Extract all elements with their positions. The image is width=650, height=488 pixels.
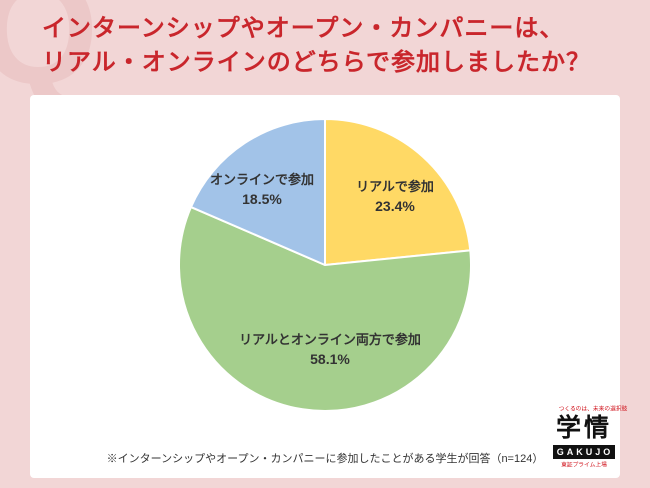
pie-slice — [190, 118, 326, 266]
gakujo-logo: つくるのは、未来の選択肢 学情 GAKUJO 東証プライム上場 — [553, 404, 628, 470]
header: インターンシップやオープン・カンパニーは、 リアル・オンラインのどちらで参加しま… — [42, 12, 591, 80]
pie-label-both: リアルとオンライン両方で参加 58.1% — [239, 329, 421, 367]
pie-slice — [324, 118, 472, 266]
logo-brand-text: 学情 — [555, 414, 612, 443]
logo-listing-text: 東証プライム上場 — [561, 462, 607, 469]
pie-label-both-name: リアルとオンライン両方で参加 — [239, 332, 421, 347]
logo-brand-en: GAKUJO — [553, 445, 615, 459]
pie-label-online-pct: 18.5% — [242, 191, 282, 207]
pie-label-real-pct: 23.4% — [375, 198, 415, 214]
q-watermark-letter: Q — [0, 0, 99, 116]
pie-chart — [178, 118, 472, 412]
pie-label-online: オンラインで参加 18.5% — [210, 169, 314, 207]
chart-card: リアルで参加 23.4% リアルとオンライン両方で参加 58.1% オンラインで… — [30, 95, 628, 478]
pie-chart-wrapper — [175, 115, 475, 415]
pie-label-real-name: リアルで参加 — [356, 179, 434, 194]
logo-tagline: つくるのは、未来の選択肢 — [558, 406, 628, 413]
pie-label-online-name: オンラインで参加 — [209, 172, 315, 187]
pie-label-both-pct: 58.1% — [310, 351, 350, 367]
footnote: ※インターンシップやオープン・カンパニーに参加したことがある学生が回答（n=12… — [106, 453, 544, 465]
page-title-line2: リアル・オンラインのどちらで参加しましたか？ — [42, 49, 592, 76]
pie-slice — [178, 206, 472, 412]
pie-label-real: リアルで参加 23.4% — [356, 176, 434, 214]
page-title-line1: インターンシップやオープン・カンパニーは、 — [42, 15, 565, 42]
